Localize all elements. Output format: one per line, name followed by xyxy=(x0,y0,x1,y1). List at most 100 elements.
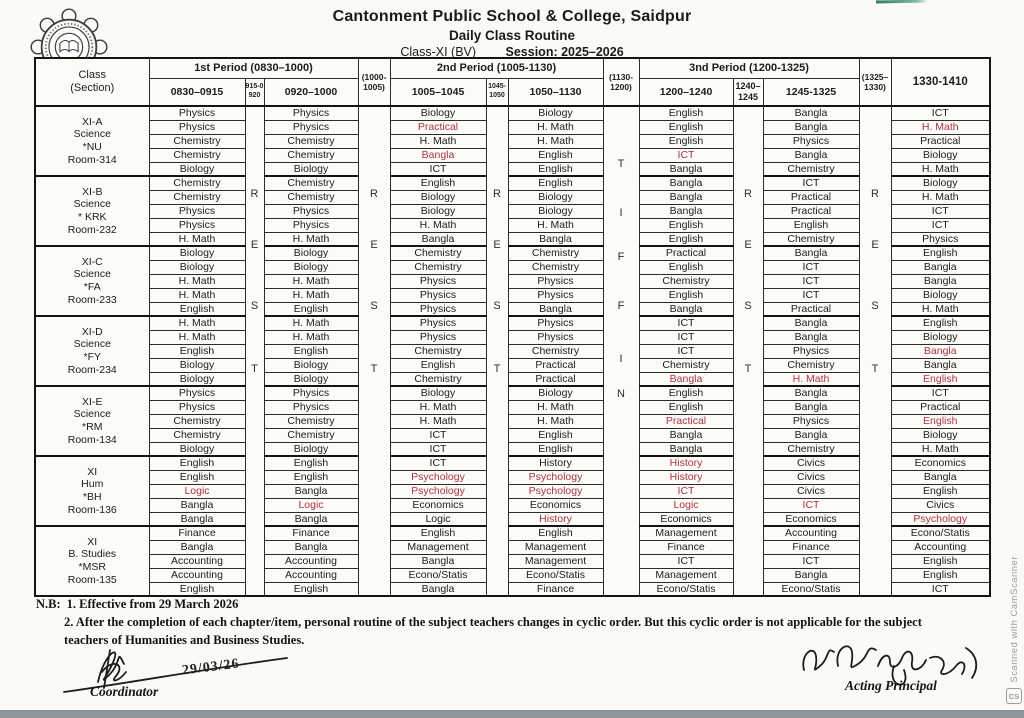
subject-cell: Bangla xyxy=(148,497,246,513)
subject-cell: H. Math xyxy=(263,231,359,247)
subject-cell: Bangla xyxy=(762,119,860,135)
break-letter: T xyxy=(370,363,378,376)
subject-cell: H. Math xyxy=(389,217,487,233)
subject-cell: Practical xyxy=(762,301,860,317)
break-column: R E S T xyxy=(244,105,265,597)
subject-cell: Bangla xyxy=(638,371,734,387)
subject-cell: ICT xyxy=(890,105,991,121)
green-scan-artifact xyxy=(875,0,929,4)
time-header: 1045-1050 xyxy=(485,77,509,107)
subject-cell: English xyxy=(890,245,991,261)
class-section-line: Science xyxy=(73,268,111,281)
subject-cell: English xyxy=(890,315,991,331)
class-section-line: XI-C xyxy=(81,255,103,268)
subject-cell: Practical xyxy=(507,371,604,387)
class-section-line: XI-D xyxy=(81,325,103,338)
subject-cell: Bangla xyxy=(762,147,860,163)
subject-cell: Bangla xyxy=(507,231,604,247)
subject-cell: Accounting xyxy=(263,553,359,569)
subject-cell: English xyxy=(890,483,991,499)
class-section-cell: XI-A Science *NU Room-314 xyxy=(34,105,150,177)
subject-cell: Econo/Statis xyxy=(638,581,734,597)
break-letter: S xyxy=(250,299,259,312)
break-column: R E S T xyxy=(858,105,892,597)
time-header: 0920–1000 xyxy=(263,77,359,107)
subject-cell: ICT xyxy=(389,455,487,471)
subject-cell: Finance xyxy=(148,525,246,541)
subject-cell: Civics xyxy=(762,483,860,499)
subject-cell: English xyxy=(263,581,359,597)
subject-cell: Bangla xyxy=(762,315,860,331)
corner-line1: Class xyxy=(78,69,106,82)
subject-cell: H. Math xyxy=(507,133,604,149)
subject-cell: Bangla xyxy=(389,147,487,163)
subject-cell: H. Math xyxy=(263,315,359,331)
subject-cell: English xyxy=(638,119,734,135)
subject-cell: Chemistry xyxy=(507,259,604,275)
subject-cell: Physics xyxy=(389,287,487,303)
subject-cell: Accounting xyxy=(263,567,359,583)
class-section-line: *NU xyxy=(82,141,102,153)
time-header: 1200–1240 xyxy=(638,77,734,107)
class-section-cell: XI-C Science *FA Room-233 xyxy=(34,245,150,317)
subject-cell: Biology xyxy=(148,259,246,275)
principal-label: Acting Principal xyxy=(845,678,937,693)
break-column: R E S T xyxy=(485,105,509,597)
subject-cell: English xyxy=(148,581,246,597)
camscanner-watermark: Scanned with CamScanner CS xyxy=(1006,556,1022,704)
subject-cell: Biology xyxy=(507,105,604,121)
class-section-line: *BH xyxy=(82,491,102,503)
subject-cell: Bangla xyxy=(890,273,991,289)
subject-cell: English xyxy=(762,217,860,233)
subject-cell: History xyxy=(507,511,604,527)
break-letter: E xyxy=(493,238,501,251)
subject-cell: H. Math xyxy=(890,441,991,457)
subject-cell: English xyxy=(263,301,359,317)
subject-cell: English xyxy=(148,469,246,485)
subject-cell: Chemistry xyxy=(762,441,860,457)
subject-cell: Practical xyxy=(638,413,734,429)
subject-cell: Econo/Statis xyxy=(507,567,604,583)
class-section-line: XI-B xyxy=(82,185,103,198)
subject-cell: Bangla xyxy=(890,469,991,485)
subject-cell: Bangla xyxy=(389,231,487,247)
subject-cell: Biology xyxy=(263,245,359,261)
class-section-line: Room-232 xyxy=(67,223,117,236)
subject-cell: Management xyxy=(507,553,604,569)
period2-header: 2nd Period (1005-1130) xyxy=(389,57,604,79)
subject-cell: Biology xyxy=(507,385,604,401)
subject-cell: Economics xyxy=(890,455,991,471)
subject-cell: Physics xyxy=(148,385,246,401)
subject-cell: H. Math xyxy=(148,231,246,247)
subject-cell: English xyxy=(638,105,734,121)
subject-cell: ICT xyxy=(890,385,991,401)
subject-cell: ICT xyxy=(762,497,860,513)
break-letter: N xyxy=(617,387,625,400)
subject-cell: Finance xyxy=(638,539,734,555)
subject-cell: Chemistry xyxy=(762,231,860,247)
break-letter: T xyxy=(493,363,501,376)
note-line-1: N.B: 1. Effective from 29 March 2026 xyxy=(36,597,1024,612)
note-line-2: 2. After the completion of each chapter/… xyxy=(64,615,922,629)
bottom-scan-bar xyxy=(0,710,1024,718)
subject-cell: ICT xyxy=(638,147,734,163)
subject-cell: Logic xyxy=(263,497,359,513)
subject-cell: Chemistry xyxy=(148,175,246,191)
subject-cell: Biology xyxy=(148,371,246,387)
subject-cell: ICT xyxy=(389,161,487,177)
subject-cell: ICT xyxy=(762,287,860,303)
break-letter: E xyxy=(370,238,378,251)
subject-cell: English xyxy=(148,455,246,471)
break-letter: I xyxy=(619,353,623,366)
break-column: R E S T xyxy=(357,105,391,597)
subject-cell: Bangla xyxy=(762,105,860,121)
class-section-cell: XI-E Science *RM Room-134 xyxy=(34,385,150,457)
subject-cell: Chemistry xyxy=(507,343,604,359)
subject-cell: Logic xyxy=(389,511,487,527)
subject-cell: Biology xyxy=(148,441,246,457)
page-subtitle: Daily Class Routine xyxy=(448,28,576,43)
subject-cell: Biology xyxy=(148,357,246,373)
break-letter: R xyxy=(744,187,752,200)
break3-header: (1325–1330) xyxy=(858,57,892,107)
subject-cell: H. Math xyxy=(148,315,246,331)
